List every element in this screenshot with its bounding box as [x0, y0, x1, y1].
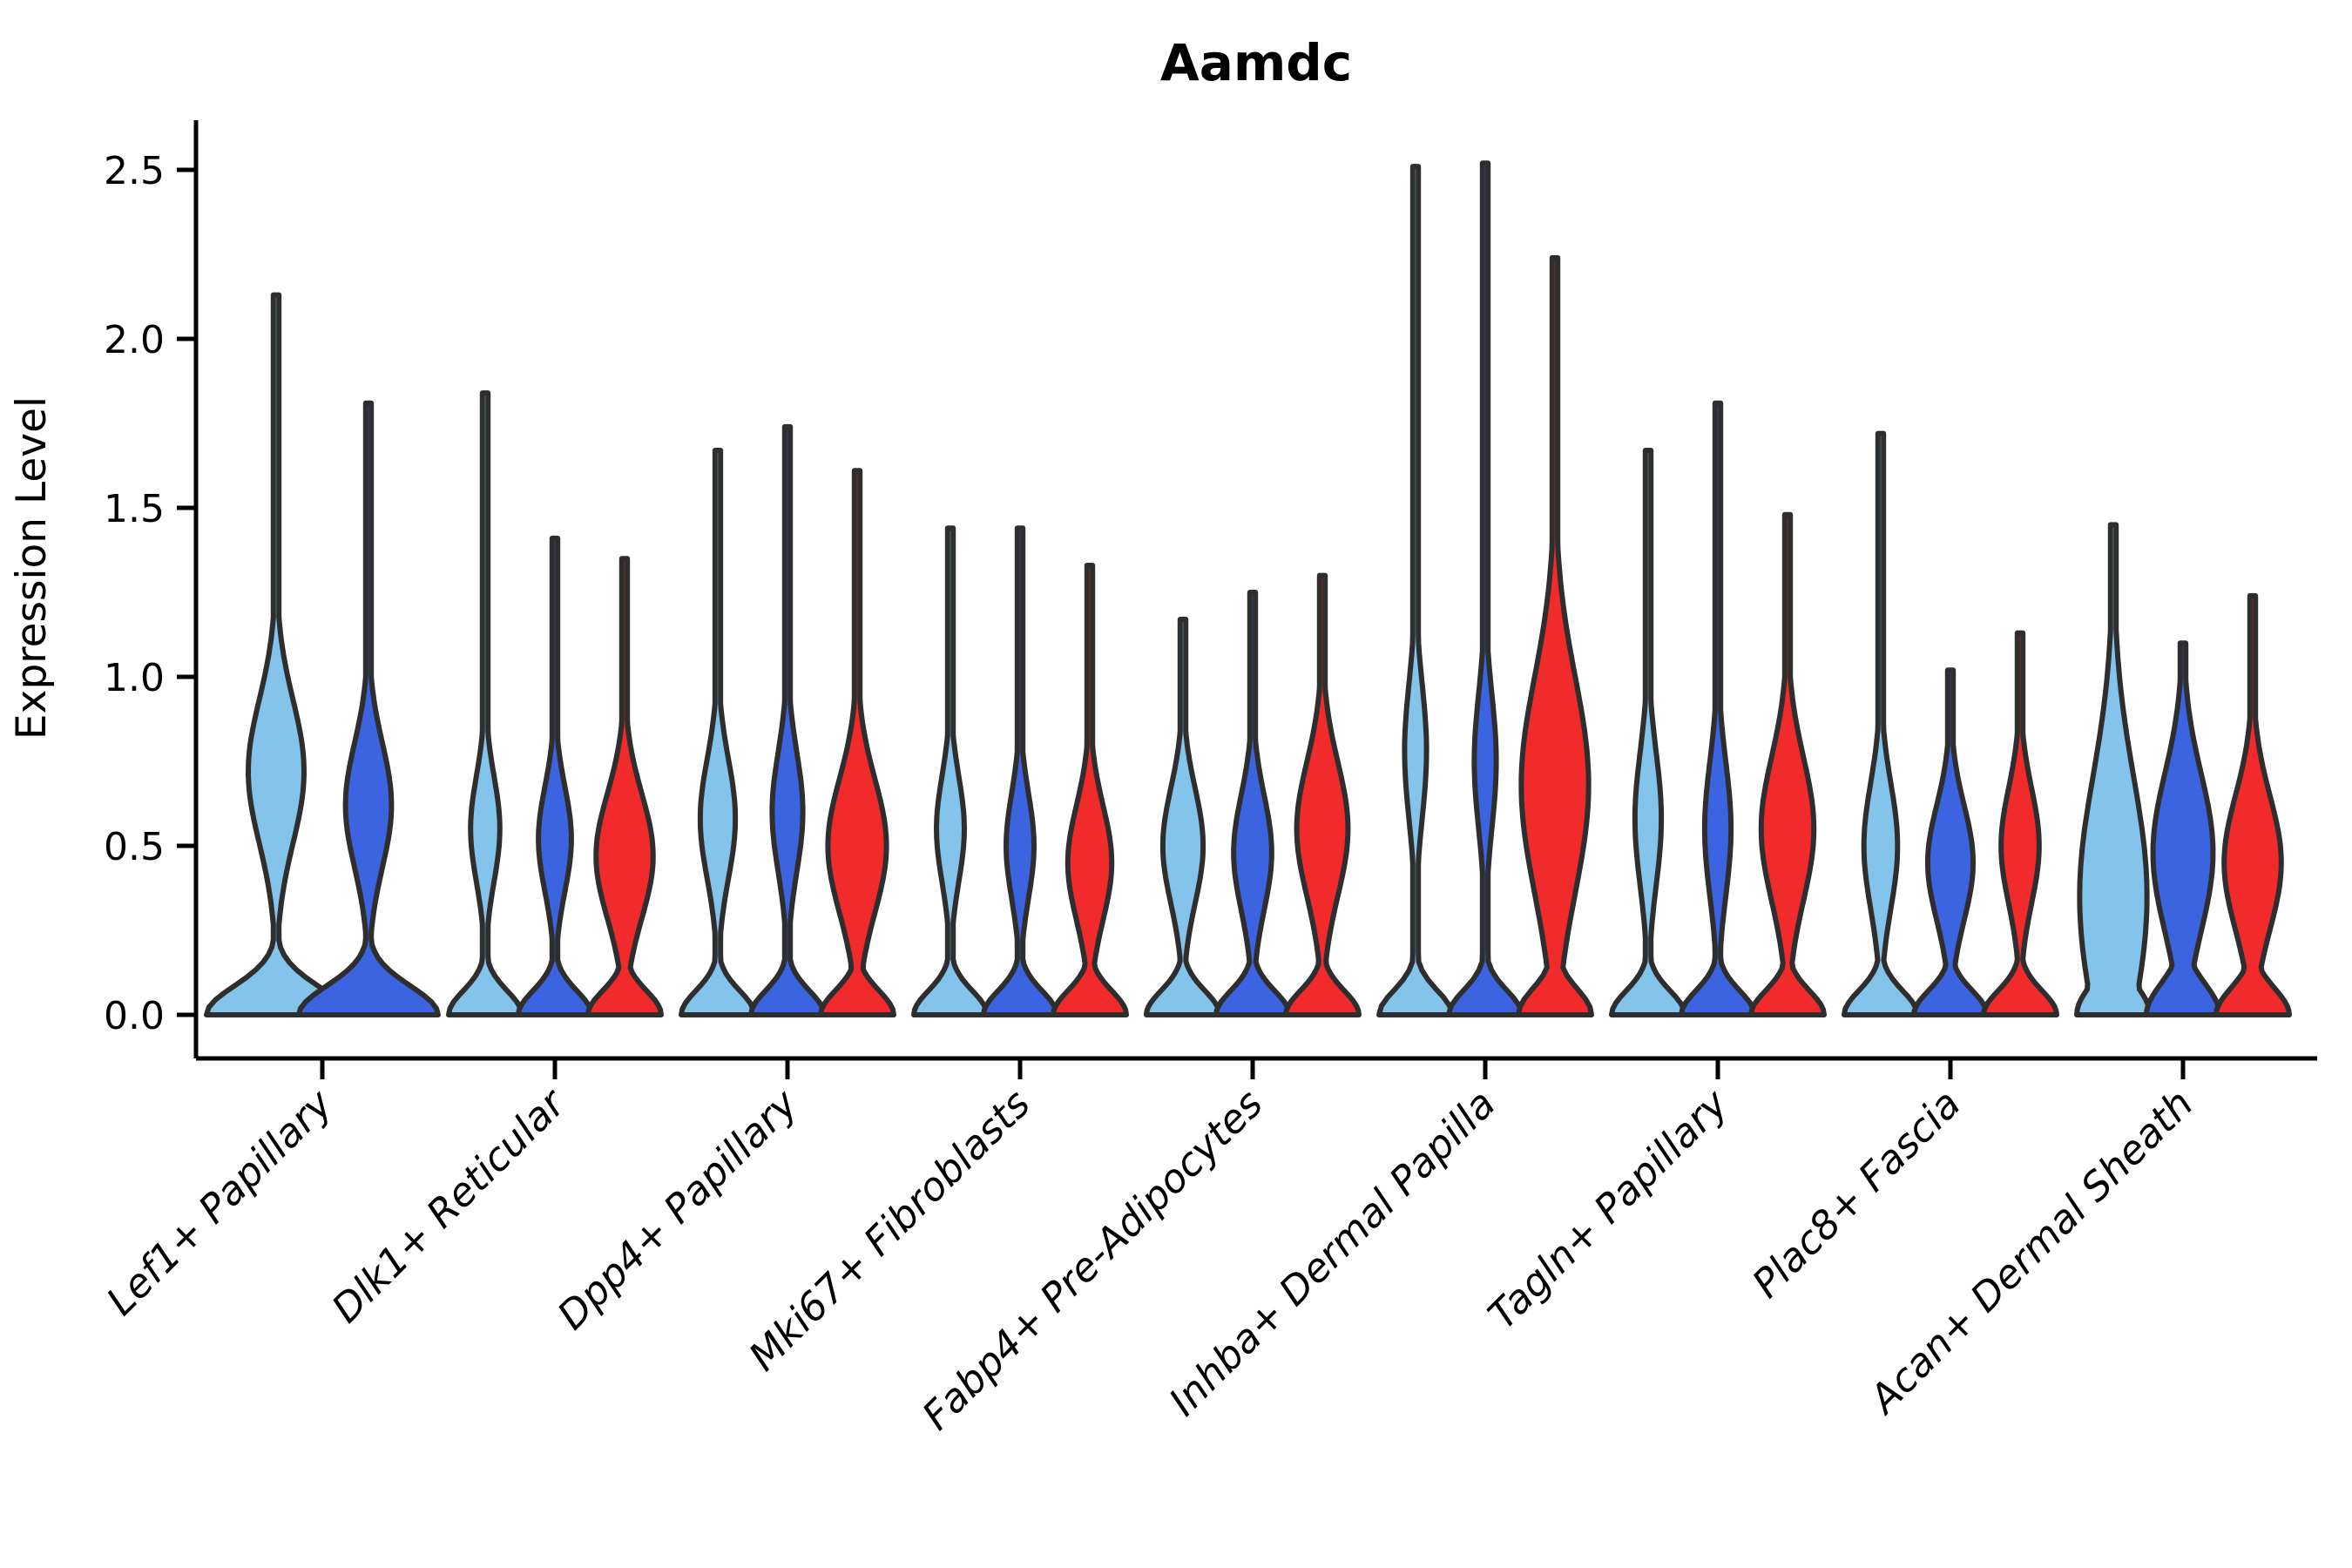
- y-tick-label: 2.0: [104, 318, 165, 362]
- violin-3-red: [1051, 563, 1129, 1017]
- violin-3-blue_dark: [981, 525, 1059, 1017]
- violin-5-red: [1516, 254, 1594, 1017]
- violin-8-red: [2213, 592, 2292, 1017]
- violin-5-blue_dark: [1446, 160, 1524, 1017]
- chart-title: Aamdc: [1160, 33, 1352, 92]
- violin-6-blue_light: [1609, 448, 1687, 1017]
- violin-4-red: [1283, 572, 1362, 1017]
- y-tick-label: 1.0: [104, 656, 165, 700]
- violin-6-blue_dark: [1679, 400, 1757, 1017]
- y-tick-label: 1.5: [104, 487, 165, 531]
- y-tick-label: 2.5: [104, 149, 165, 193]
- x-tick-label: Plac8+ Fascia: [1743, 1080, 1970, 1307]
- y-axis-label: Expression Level: [8, 396, 56, 740]
- violin-layer: [204, 160, 2292, 1017]
- violin-2-red: [818, 468, 896, 1017]
- violin-7-red: [1981, 630, 2059, 1017]
- violin-0-blue_light: [204, 292, 348, 1017]
- violin-6-red: [1748, 511, 1827, 1017]
- violin-2-blue_light: [679, 448, 757, 1017]
- violin-1-blue_dark: [516, 535, 594, 1017]
- x-tick-label: Tagln+ Papillary: [1479, 1079, 1738, 1338]
- violin-1-blue_light: [446, 390, 524, 1017]
- y-tick-label: 0.5: [104, 825, 165, 869]
- violin-1-red: [585, 556, 664, 1017]
- violin-4-blue_light: [1144, 617, 1222, 1017]
- violin-7-blue_light: [1842, 430, 1920, 1017]
- violin-8-blue_dark: [2144, 640, 2222, 1017]
- violin-7-blue_dark: [1911, 667, 1990, 1017]
- y-tick-label: 0.0: [104, 994, 165, 1038]
- x-tick-label: Dlk1+ Reticular: [322, 1079, 575, 1332]
- violin-4-blue_dark: [1213, 590, 1292, 1017]
- violin-8-blue_light: [2074, 522, 2153, 1017]
- x-tick-label: Lef1+ Papillary: [98, 1079, 342, 1324]
- violin-3-blue_light: [911, 525, 990, 1017]
- violin-2-blue_dark: [748, 423, 827, 1017]
- x-tick-label: Dpp4+ Papillary: [549, 1079, 808, 1338]
- violin-0-blue_dark: [296, 400, 441, 1017]
- violin-5-blue_light: [1376, 164, 1455, 1017]
